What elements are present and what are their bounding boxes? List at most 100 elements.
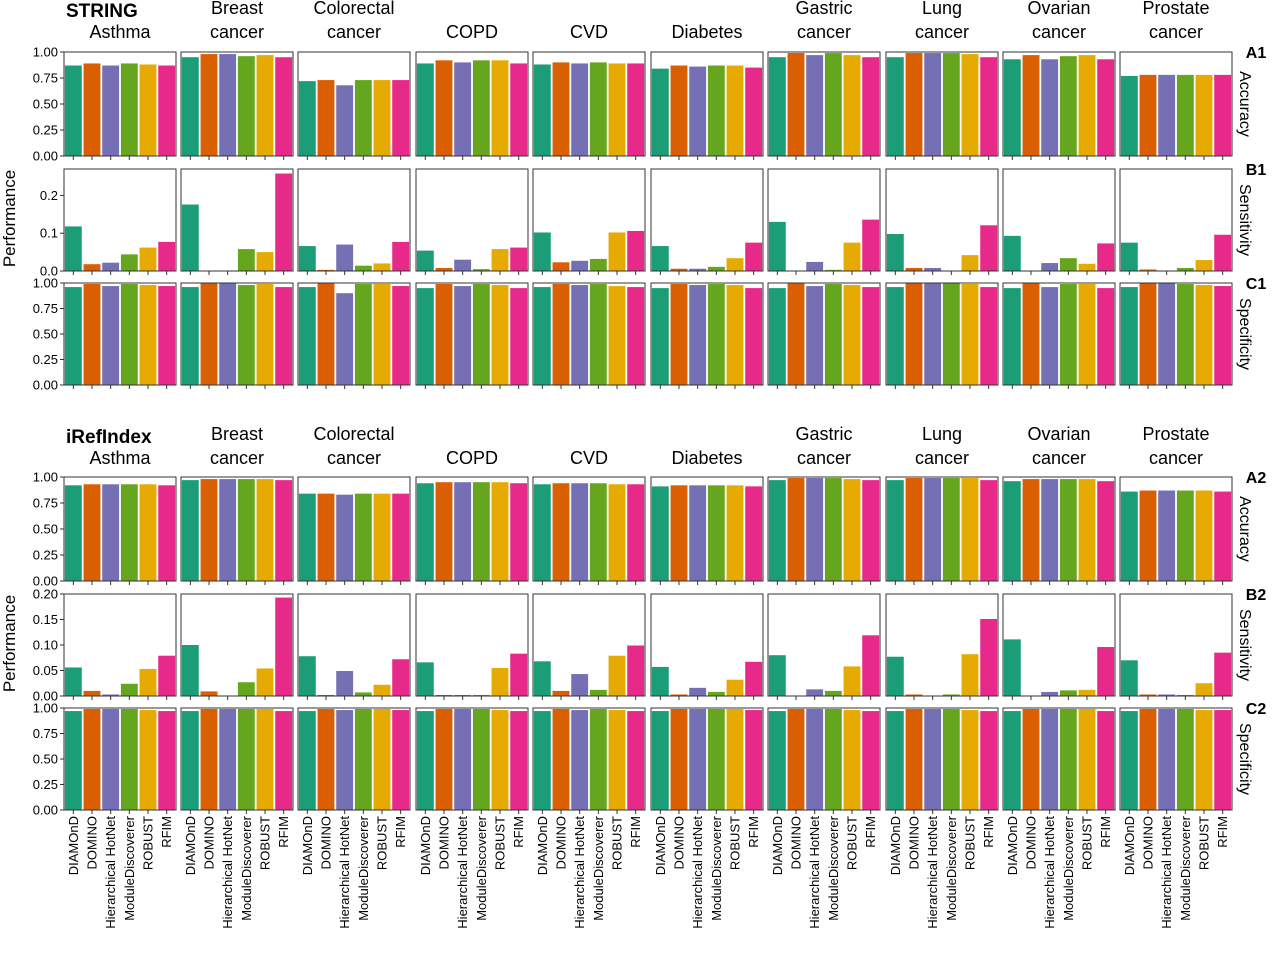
disease-title-line2: CVD — [570, 448, 608, 468]
bar — [472, 709, 490, 810]
method-label: Hierarchical HotNet — [925, 816, 940, 929]
bar — [491, 60, 509, 156]
method-label: Hierarchical HotNet — [690, 816, 705, 929]
bar — [491, 710, 509, 810]
bar — [707, 691, 725, 696]
bar — [158, 286, 176, 385]
method-label: RFIM — [1098, 816, 1113, 848]
bar — [83, 284, 101, 385]
bar — [1097, 59, 1115, 156]
panel-tag: B1 — [1246, 162, 1267, 179]
bar — [354, 692, 372, 696]
bar — [707, 284, 725, 385]
y-tick-label: 0.00 — [33, 689, 58, 704]
bar — [571, 710, 589, 810]
method-label: RFIM — [393, 816, 408, 848]
method-label: Hierarchical HotNet — [807, 816, 822, 929]
bar — [102, 262, 120, 271]
panel-frame — [532, 707, 646, 811]
bar — [392, 241, 410, 271]
panel-frame — [180, 168, 294, 272]
bar — [768, 288, 786, 385]
bar — [571, 483, 589, 581]
bar — [83, 709, 101, 810]
bar — [256, 668, 274, 696]
bar — [824, 53, 842, 156]
bar — [298, 711, 316, 810]
bar — [510, 247, 528, 271]
method-label: ROBUST — [845, 816, 860, 870]
bar — [689, 66, 707, 156]
method-label: DIAMOnD — [1122, 816, 1137, 875]
disease-title-line2: CVD — [570, 22, 608, 42]
method-label: RFIM — [628, 816, 643, 848]
bar — [317, 493, 335, 581]
bar — [961, 478, 979, 581]
network-title-irefindex: iRefIndex — [66, 427, 152, 448]
bar — [1059, 258, 1077, 271]
bar — [924, 53, 942, 156]
bar — [1059, 690, 1077, 696]
bar — [961, 255, 979, 271]
bar — [768, 221, 786, 271]
bar — [1214, 652, 1232, 696]
bar — [510, 483, 528, 581]
method-label: RFIM — [1215, 816, 1230, 848]
bar — [862, 287, 880, 385]
bar — [886, 480, 904, 581]
bar — [533, 661, 551, 696]
bar — [1120, 660, 1138, 696]
disease-title-line2: COPD — [446, 22, 498, 42]
disease-title-line2: cancer — [797, 22, 851, 42]
bar — [862, 635, 880, 696]
disease-title-line1: Prostate — [1142, 0, 1209, 18]
bar — [120, 683, 138, 696]
y-tick-label: 0.50 — [33, 327, 58, 342]
panel-frame — [885, 51, 999, 157]
bar — [768, 57, 786, 157]
bar — [843, 710, 861, 810]
bar — [627, 63, 645, 156]
disease-title-line1: Gastric — [795, 0, 852, 18]
bar — [435, 60, 453, 156]
bar — [1022, 283, 1040, 385]
bar — [787, 283, 805, 385]
y-tick-label: 0.0 — [40, 264, 58, 279]
bar — [1176, 74, 1194, 156]
bar — [83, 690, 101, 696]
panel-frame — [1119, 593, 1233, 697]
bar — [571, 63, 589, 156]
bar — [181, 57, 199, 157]
panel-frame — [767, 51, 881, 157]
bar — [651, 288, 669, 385]
bar — [689, 285, 707, 385]
bar — [298, 656, 316, 696]
bar — [83, 264, 101, 271]
bar — [317, 269, 335, 271]
bar — [824, 269, 842, 271]
disease-title-line1: Colorectal — [313, 0, 394, 18]
bar — [627, 711, 645, 810]
bar — [533, 232, 551, 271]
bar — [905, 694, 923, 696]
panel-frame — [180, 707, 294, 811]
bar — [1097, 481, 1115, 581]
bar — [707, 709, 725, 810]
bar — [707, 266, 725, 271]
bar — [608, 232, 626, 271]
bar — [200, 283, 218, 385]
bar — [435, 709, 453, 810]
bar — [806, 55, 824, 157]
disease-title-line2: cancer — [797, 448, 851, 468]
panel-frame — [885, 593, 999, 697]
bar — [843, 285, 861, 385]
bar — [745, 710, 763, 810]
bar — [905, 283, 923, 385]
bar — [102, 694, 120, 696]
y-tick-label: 0.00 — [33, 378, 58, 393]
bar — [181, 645, 199, 696]
bar — [275, 287, 293, 385]
panel-frame — [1002, 282, 1116, 386]
bar — [373, 493, 391, 581]
bar — [83, 63, 101, 156]
